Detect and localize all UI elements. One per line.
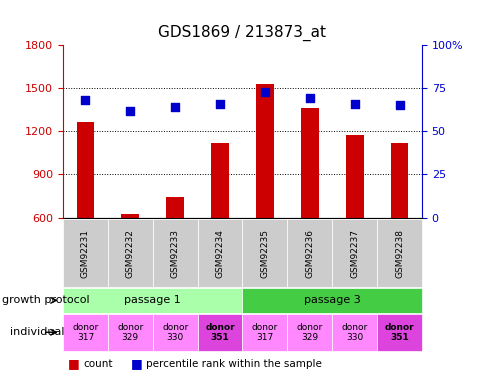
Point: [260, 88, 268, 94]
Text: individual: individual: [10, 327, 64, 337]
Bar: [390, 143, 408, 218]
Bar: [300, 108, 318, 218]
Text: donor
330: donor 330: [341, 322, 367, 342]
Text: count: count: [83, 359, 113, 369]
Text: growth protocol: growth protocol: [2, 296, 90, 305]
Text: donor
329: donor 329: [117, 322, 143, 342]
Bar: [166, 196, 184, 217]
Bar: [211, 143, 228, 218]
Text: donor
317: donor 317: [72, 322, 98, 342]
Text: donor
330: donor 330: [162, 322, 188, 342]
Text: GSM92233: GSM92233: [170, 229, 180, 278]
Point: [350, 100, 358, 106]
Text: donor
351: donor 351: [205, 322, 234, 342]
Point: [171, 104, 179, 110]
Point: [81, 97, 89, 103]
Text: GSM92236: GSM92236: [304, 229, 314, 278]
Text: GSM92238: GSM92238: [394, 229, 403, 278]
Text: GSM92232: GSM92232: [125, 229, 135, 278]
Text: GSM92235: GSM92235: [260, 229, 269, 278]
Text: donor
317: donor 317: [251, 322, 277, 342]
Text: GSM92234: GSM92234: [215, 229, 224, 278]
Text: GSM92237: GSM92237: [349, 229, 359, 278]
Text: donor
329: donor 329: [296, 322, 322, 342]
Text: percentile rank within the sample: percentile rank within the sample: [146, 359, 322, 369]
Point: [305, 96, 313, 102]
Text: passage 1: passage 1: [124, 296, 181, 305]
Text: GDS1869 / 213873_at: GDS1869 / 213873_at: [158, 24, 326, 40]
Text: ■: ■: [68, 357, 79, 370]
Point: [395, 102, 403, 108]
Bar: [345, 135, 363, 218]
Text: passage 3: passage 3: [303, 296, 360, 305]
Bar: [121, 214, 139, 217]
Bar: [76, 122, 94, 218]
Text: GSM92231: GSM92231: [81, 229, 90, 278]
Text: donor
351: donor 351: [384, 322, 413, 342]
Point: [126, 108, 134, 114]
Text: ■: ■: [131, 357, 142, 370]
Point: [216, 100, 224, 106]
Bar: [256, 84, 273, 218]
